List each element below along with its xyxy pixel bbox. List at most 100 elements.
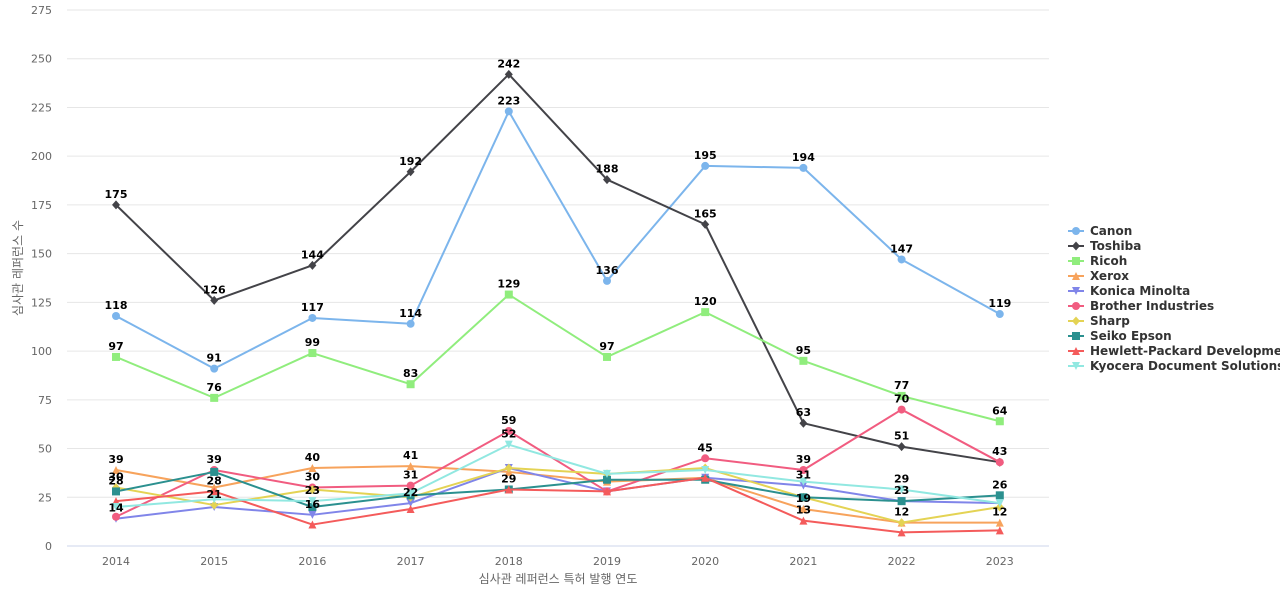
data-point-ricoh[interactable] — [112, 352, 120, 361]
data-point-ricoh[interactable] — [995, 417, 1004, 426]
data-point-hewlett-packard-development[interactable] — [995, 526, 1004, 535]
series-line-konica-minolta[interactable] — [115, 467, 1000, 520]
data-label-xerox: 39 — [108, 453, 123, 466]
data-point-brother-industries[interactable] — [897, 405, 906, 414]
data-point-kyocera-document-solutions[interactable] — [504, 440, 513, 449]
data-point-canon[interactable] — [799, 163, 808, 172]
data-point-canon[interactable] — [897, 255, 906, 264]
data-point-canon[interactable] — [995, 310, 1004, 319]
data-point-ricoh[interactable] — [603, 352, 611, 361]
series-line-brother-industries[interactable] — [115, 408, 1001, 518]
data-point-canon[interactable] — [210, 364, 219, 373]
data-point-kyocera-document-solutions[interactable] — [406, 489, 415, 498]
data-point-seiko-epson[interactable] — [112, 487, 120, 496]
data-point-hewlett-packard-development[interactable] — [308, 520, 317, 529]
data-point-kyocera-document-solutions[interactable] — [897, 485, 906, 494]
data-point-toshiba[interactable] — [406, 167, 415, 177]
data-point-kyocera-document-solutions[interactable] — [112, 503, 120, 512]
data-point-seiko-epson[interactable] — [995, 491, 1004, 500]
data-point-canon[interactable] — [112, 312, 120, 321]
data-point-seiko-epson[interactable] — [897, 497, 906, 506]
data-point-toshiba[interactable] — [603, 175, 611, 185]
data-point-hewlett-packard-development[interactable] — [210, 487, 219, 496]
data-point-ricoh[interactable] — [799, 356, 808, 365]
data-point-canon[interactable] — [406, 319, 415, 328]
data-point-brother-industries[interactable] — [799, 465, 808, 474]
series-line-ricoh[interactable] — [115, 293, 1001, 423]
series-brother-industries — [112, 405, 1004, 521]
data-point-ricoh[interactable] — [210, 393, 219, 402]
data-point-seiko-epson[interactable] — [308, 503, 317, 512]
data-point-sharp[interactable] — [897, 518, 906, 528]
data-point-hewlett-packard-development[interactable] — [504, 485, 513, 494]
data-point-hewlett-packard-development[interactable] — [799, 516, 808, 525]
data-point-xerox[interactable] — [112, 465, 120, 474]
data-point-canon[interactable] — [701, 161, 710, 170]
series-line-kyocera-document-solutions[interactable] — [115, 443, 1000, 509]
data-point-ricoh[interactable] — [504, 290, 513, 299]
legend-item-ricoh[interactable]: Ricoh — [1068, 254, 1127, 268]
data-point-canon[interactable] — [603, 276, 611, 285]
data-point-hewlett-packard-development[interactable] — [897, 528, 906, 537]
legend-item-toshiba[interactable]: Toshiba — [1068, 239, 1141, 253]
data-point-ricoh[interactable] — [701, 308, 710, 317]
data-point-kyocera-document-solutions[interactable] — [308, 497, 317, 506]
data-point-kyocera-document-solutions[interactable] — [701, 465, 710, 474]
data-point-seiko-epson[interactable] — [210, 467, 219, 476]
data-point-brother-industries[interactable] — [995, 458, 1004, 467]
data-point-hewlett-packard-development[interactable] — [406, 504, 415, 513]
data-point-canon[interactable] — [308, 313, 317, 322]
legend-item-canon[interactable]: Canon — [1068, 224, 1132, 238]
data-point-seiko-epson[interactable] — [603, 475, 611, 484]
data-point-hewlett-packard-development[interactable] — [603, 487, 611, 496]
data-point-ricoh[interactable] — [406, 380, 415, 389]
legend-item-konica-minolta[interactable]: Konica Minolta — [1068, 284, 1190, 298]
data-point-sharp[interactable] — [210, 500, 219, 510]
data-point-toshiba[interactable] — [504, 69, 513, 79]
series-line-canon[interactable] — [115, 110, 1001, 370]
data-point-kyocera-document-solutions[interactable] — [995, 499, 1004, 508]
legend-item-seiko-epson[interactable]: Seiko Epson — [1068, 329, 1172, 343]
data-point-xerox[interactable] — [799, 504, 808, 513]
data-point-brother-industries[interactable] — [504, 427, 513, 436]
legend-item-xerox[interactable]: Xerox — [1068, 269, 1129, 283]
data-point-xerox[interactable] — [995, 518, 1004, 527]
data-point-sharp[interactable] — [504, 463, 513, 473]
data-point-kyocera-document-solutions[interactable] — [799, 477, 808, 486]
data-point-toshiba[interactable] — [112, 200, 120, 210]
data-point-xerox[interactable] — [308, 464, 317, 473]
data-point-konica-minolta[interactable] — [406, 499, 415, 508]
data-point-toshiba[interactable] — [799, 418, 808, 428]
legend-item-hewlett-packard-development[interactable]: Hewlett-Packard Development — [1068, 344, 1280, 358]
legend-item-sharp[interactable]: Sharp — [1068, 314, 1130, 328]
data-point-hewlett-packard-development[interactable] — [701, 473, 710, 482]
series-line-toshiba[interactable] — [115, 73, 1000, 464]
data-point-toshiba[interactable] — [897, 442, 906, 452]
data-point-konica-minolta[interactable] — [308, 510, 317, 519]
data-point-kyocera-document-solutions[interactable] — [603, 469, 611, 478]
data-point-toshiba[interactable] — [210, 295, 219, 305]
data-point-brother-industries[interactable] — [406, 481, 415, 490]
data-point-ricoh[interactable] — [308, 349, 317, 358]
legend-label-brother-industries: Brother Industries — [1090, 299, 1214, 313]
series-line-hewlett-packard-development[interactable] — [115, 476, 1000, 534]
data-label-canon: 118 — [105, 299, 128, 312]
series-line-seiko-epson[interactable] — [115, 470, 1000, 509]
data-label-seiko-epson: 26 — [992, 478, 1008, 491]
series-line-sharp[interactable] — [115, 467, 1000, 524]
data-point-brother-industries[interactable] — [701, 454, 710, 463]
data-point-kyocera-document-solutions[interactable] — [210, 495, 219, 504]
data-point-seiko-epson[interactable] — [799, 493, 808, 502]
data-label-toshiba: 175 — [105, 188, 128, 201]
data-point-ricoh[interactable] — [897, 391, 906, 400]
data-point-toshiba[interactable] — [701, 219, 710, 229]
data-point-brother-industries[interactable] — [112, 512, 120, 521]
data-point-xerox[interactable] — [406, 462, 415, 471]
data-point-toshiba[interactable] — [308, 260, 317, 270]
data-point-canon[interactable] — [504, 107, 513, 116]
data-point-sharp[interactable] — [308, 484, 317, 494]
legend-item-kyocera-document-solutions[interactable]: Kyocera Document Solutions — [1068, 359, 1280, 373]
legend-item-brother-industries[interactable]: Brother Industries — [1068, 299, 1214, 313]
x-tick-label: 2023 — [986, 555, 1014, 568]
